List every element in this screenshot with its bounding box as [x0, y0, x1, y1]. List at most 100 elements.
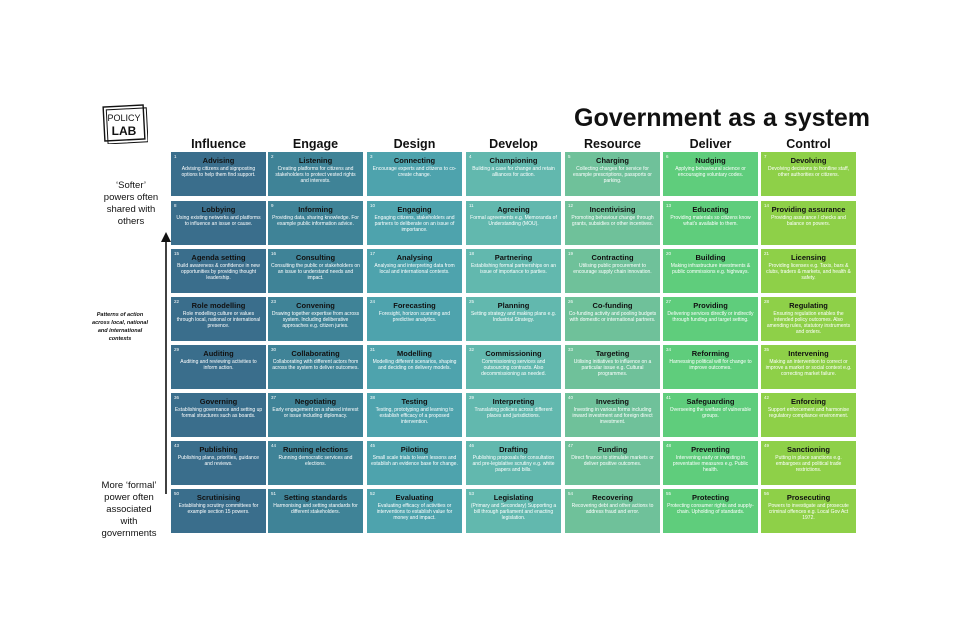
- grid-cell: 17 Analysing Analysing and interpreting da…: [367, 249, 462, 293]
- cell-title: Nudging: [695, 156, 726, 165]
- column-header: Engage: [292, 137, 339, 151]
- grid-cell: 12 Incentivising Promoting behaviour chang…: [565, 201, 660, 245]
- cell-number: 23: [271, 299, 277, 304]
- cell-title: Forecasting: [393, 301, 436, 310]
- cell-title: Collaborating: [291, 349, 340, 358]
- grid-cell: 7 Devolving Devolving decisions to frontli…: [761, 152, 856, 196]
- cell-number: 43: [174, 443, 180, 448]
- cell-description: Publishing plans, priorities, guidance a…: [177, 455, 260, 467]
- cell-title: Intervening: [788, 349, 829, 358]
- cell-number: 42: [764, 395, 770, 400]
- cell-title: Agreeing: [497, 205, 530, 214]
- cell-description: Promoting behaviour change through grant…: [571, 215, 654, 227]
- grid-cell: 16 Consulting Consulting the public or sta…: [268, 249, 363, 293]
- grid-cell: 26 Co-funding Co-funding activity and pool…: [565, 297, 660, 341]
- column-header: Resource: [584, 137, 641, 151]
- cell-description: Co-funding activity and pooling budgets …: [568, 311, 657, 323]
- cell-description: Devolving decisions to frontline staff, …: [767, 166, 850, 178]
- grid-cell: 13 Educating Providing materials so citize…: [663, 201, 758, 245]
- grid-cell: 1 Advising Advising citizens and signposti…: [171, 152, 266, 196]
- logo-line2: LAB: [112, 124, 137, 138]
- grid-cell: 18 Partnering Establishing formal partners…: [466, 249, 561, 293]
- cell-title: Evaluating: [395, 493, 434, 502]
- cell-description: Harmonising and setting standards for di…: [273, 503, 358, 515]
- cell-number: 29: [174, 347, 180, 352]
- cell-description: Delivering services directly or indirect…: [667, 311, 754, 323]
- cell-number: 3: [370, 154, 373, 159]
- cell-title: Consulting: [295, 253, 336, 262]
- cell-description: Translating policies across different pl…: [474, 407, 553, 419]
- cell-description: Utilising public procurement to encourag…: [573, 263, 652, 275]
- cell-number: 26: [568, 299, 574, 304]
- column-header: Control: [786, 137, 831, 151]
- cell-description: Powers to investigate and prosecute crim…: [768, 503, 849, 521]
- cell-description: Build awareness & confidence in new oppo…: [177, 263, 260, 281]
- cell-title: Planning: [497, 301, 530, 310]
- grid-cell: 29 Auditing Auditing and reviewing activit…: [171, 345, 266, 389]
- cell-title: Negotiating: [294, 397, 337, 406]
- grid-cell: 43 Publishing Publishing plans, priorities…: [171, 441, 266, 485]
- grid-cell: 28 Regulating Ensuring regulation enables …: [761, 297, 856, 341]
- cell-title: Providing: [693, 301, 728, 310]
- grid-cell: 38 Testing Testing, prototyping and learni…: [367, 393, 462, 437]
- policy-lab-logo: POLICY LAB: [102, 104, 148, 144]
- cell-title: Regulating: [789, 301, 828, 310]
- cell-number: 27: [666, 299, 672, 304]
- cell-description: Running democratic services and election…: [278, 455, 353, 467]
- cell-description: Harnessing political will for change to …: [669, 359, 752, 371]
- cell-number: 15: [174, 251, 180, 256]
- grid-cell: 53 Legislating (Primary and Secondary) Sup…: [466, 489, 561, 533]
- cell-description: Small scale trials to learn lessons and …: [371, 455, 458, 467]
- cell-number: 22: [174, 299, 180, 304]
- cell-title: Listening: [298, 156, 333, 165]
- cell-description: Using existing networks and platforms to…: [176, 215, 261, 227]
- sidebar-top-label: ‘Softer’ powers often shared with others: [103, 180, 159, 227]
- grid-cell: 5 Charging Collecting charges for service …: [565, 152, 660, 196]
- cell-description: Providing licenses e.g. Taxis, bars & cl…: [766, 263, 851, 281]
- grid-cell: 30 Collaborating Collaborating with differ…: [268, 345, 363, 389]
- cell-description: Building a case for change and retain al…: [472, 166, 555, 178]
- cell-description: Auditing and reviewing activities to inf…: [180, 359, 257, 371]
- cell-description: Testing, prototyping and learning to est…: [375, 407, 454, 425]
- sidebar-bottom-label: More ‘formal’ power often associated wit…: [101, 480, 157, 539]
- grid-cell: 4 Championing Building a case for change a…: [466, 152, 561, 196]
- cell-description: (Primary and Secondary) Supporting a bil…: [470, 503, 557, 521]
- grid-cell: 24 Forecasting Foresight, horizon scanning…: [367, 297, 462, 341]
- cell-description: Encourage experts and citizens to co-cre…: [372, 166, 457, 178]
- cell-number: 12: [568, 203, 574, 208]
- grid-cell: 33 Targeting Utilising initiatives to infl…: [565, 345, 660, 389]
- cell-description: Applying behavioural science or encourag…: [675, 166, 746, 178]
- cell-title: Agenda setting: [191, 253, 246, 262]
- cell-title: Scrutinising: [196, 493, 241, 502]
- cell-number: 19: [568, 251, 574, 256]
- cell-title: Preventing: [691, 445, 730, 454]
- grid-cell: 2 Listening Creating platforms for citizen…: [268, 152, 363, 196]
- cell-title: Convening: [296, 301, 335, 310]
- cell-number: 54: [568, 491, 574, 496]
- cell-description: Engaging citizens, stakeholders and part…: [374, 215, 455, 233]
- cell-number: 56: [764, 491, 770, 496]
- cell-number: 8: [174, 203, 177, 208]
- grid-cell: 50 Scrutinising Establishing scrutiny comm…: [171, 489, 266, 533]
- cell-title: Reforming: [691, 349, 730, 358]
- cell-number: 18: [469, 251, 475, 256]
- cell-number: 44: [271, 443, 277, 448]
- cell-number: 50: [174, 491, 180, 496]
- cell-number: 11: [469, 203, 474, 208]
- cell-description: Providing materials so citizens know wha…: [670, 215, 751, 227]
- grid-cell: 8 Lobbying Using existing networks and pla…: [171, 201, 266, 245]
- grid-cell: 54 Recovering Recovering debt and other ac…: [565, 489, 660, 533]
- cell-title: Devolving: [790, 156, 827, 165]
- cell-description: Formal agreements e.g. Memoranda of Unde…: [470, 215, 557, 227]
- cell-title: Interpreting: [492, 397, 535, 406]
- cell-number: 55: [666, 491, 672, 496]
- cell-description: Direct finance to stimulate markets or d…: [571, 455, 654, 467]
- cell-title: Championing: [489, 156, 538, 165]
- grid-cell: 27 Providing Delivering services directly …: [663, 297, 758, 341]
- grid-cell: 23 Convening Drawing together expertise fr…: [268, 297, 363, 341]
- cell-title: Running elections: [282, 445, 348, 454]
- cell-description: Establishing formal partnerships on an i…: [470, 263, 557, 275]
- cell-number: 30: [271, 347, 277, 352]
- cell-title: Investing: [596, 397, 629, 406]
- cell-title: Enforcing: [791, 397, 826, 406]
